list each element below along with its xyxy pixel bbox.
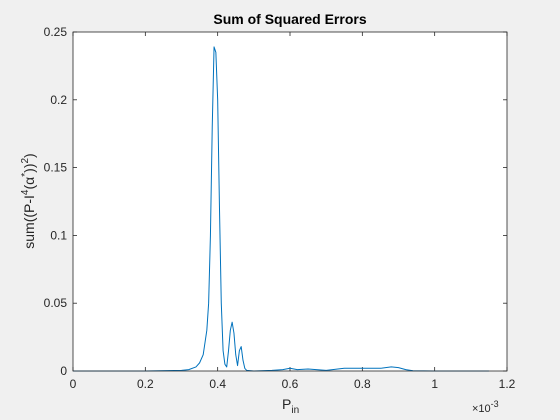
y-tick-label: 0.05 <box>44 296 68 310</box>
x-exponent-prefix: ×10 <box>472 403 491 415</box>
y-axis-label-sup2: * <box>20 173 31 177</box>
axes-box <box>72 31 508 372</box>
y-ticks: 0 0.05 0.1 0.15 0.2 0.25 <box>44 25 507 378</box>
plot-area <box>73 32 507 371</box>
series-line <box>73 46 489 372</box>
chart-title: Sum of Squared Errors <box>213 11 366 27</box>
y-tick-label: 0.15 <box>44 161 68 175</box>
x-axis-exponent: ×10-3 <box>472 399 499 415</box>
y-axis-label-sup1: 4 <box>20 189 31 195</box>
y-axis-label-part2: (α <box>21 177 37 190</box>
x-ticks: 0 0.2 0.4 0.6 0.8 1 1.2 <box>70 32 516 391</box>
y-tick-label: 0 <box>60 364 67 378</box>
y-axis-label-part3: )) <box>21 164 37 173</box>
x-exponent-power: -3 <box>491 399 499 409</box>
x-tick-label: 0.6 <box>282 377 299 391</box>
y-tick-label: 0.2 <box>50 93 67 107</box>
x-axis-label-sub: in <box>291 405 299 416</box>
series-layer <box>73 46 489 372</box>
y-axis-label-part4: ) <box>21 153 37 158</box>
x-tick-label: 0.2 <box>137 377 154 391</box>
y-tick-label: 0.1 <box>50 228 67 242</box>
x-tick-label: 0.8 <box>354 377 371 391</box>
x-tick-label: 0 <box>70 377 77 391</box>
y-axis-label-part1: sum((P-I <box>21 195 37 249</box>
y-axis-label: sum((P-I4(α*))2) <box>20 153 37 248</box>
y-tick-label: 0.25 <box>44 25 68 39</box>
y-axis-label-sup3: 2 <box>20 158 31 164</box>
x-axis-label: Pin <box>282 396 299 416</box>
x-tick-label: 1.2 <box>499 377 516 391</box>
x-tick-label: 1 <box>431 377 438 391</box>
x-tick-label: 0.4 <box>209 377 226 391</box>
x-axis-label-main: P <box>282 396 291 412</box>
